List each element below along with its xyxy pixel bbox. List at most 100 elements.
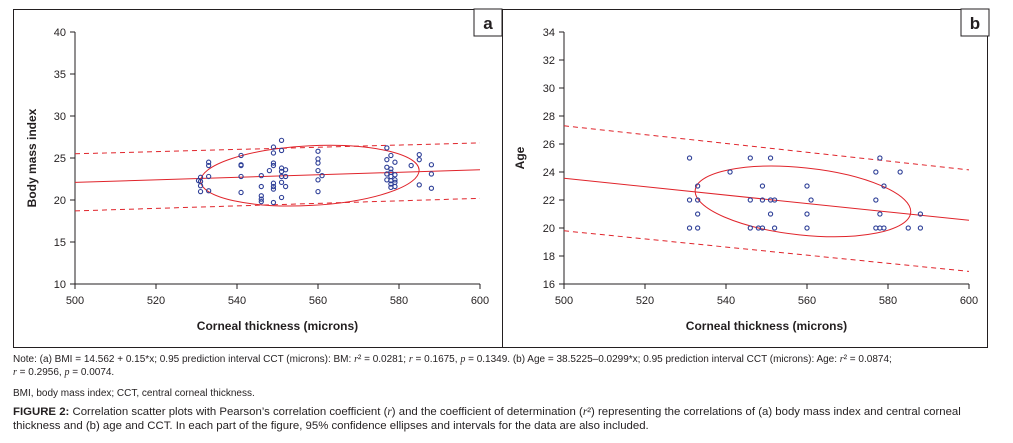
- x-tick-label: 500: [66, 295, 84, 307]
- data-point: [392, 183, 398, 190]
- y-tick-label: 40: [54, 27, 66, 39]
- y-tick-label: 20: [543, 223, 555, 235]
- data-point: [270, 144, 277, 150]
- panel-divider: [502, 9, 503, 348]
- caption-text: ²) representing the correlations of (a) …: [13, 406, 961, 432]
- data-point: [315, 188, 321, 195]
- data-point: [388, 166, 394, 172]
- note-text: = 0.1675,: [412, 354, 461, 365]
- abbreviations: BMI, body mass index; CCT, central corne…: [13, 388, 255, 399]
- regression-line: [563, 177, 970, 221]
- data-point: [319, 172, 325, 179]
- data-point: [205, 188, 212, 194]
- data-point: [416, 151, 422, 158]
- note-symbol: r: [13, 367, 17, 378]
- y-axis-title: Age: [513, 146, 527, 169]
- note-text: = 0.0074.: [69, 367, 115, 378]
- data-point: [278, 179, 285, 186]
- y-tick-label: 20: [54, 195, 66, 207]
- data-point: [258, 172, 264, 179]
- note-symbol: r: [354, 354, 358, 365]
- data-point: [881, 225, 887, 231]
- note-symbol: r: [839, 354, 844, 365]
- data-point: [416, 182, 422, 188]
- data-point: [270, 199, 277, 206]
- x-tick-label: 580: [879, 295, 897, 307]
- chart-panel-a: 10 15 20 25 30 35 40 500 520 540 560 580 600 Corneal …: [25, 8, 503, 333]
- x-axis-title: Corneal thickness (microns): [197, 319, 358, 333]
- y-tick-label: 30: [543, 83, 555, 95]
- data-point: [694, 183, 701, 189]
- data-point: [205, 159, 212, 165]
- data-point: [767, 211, 774, 217]
- figure-note: Note: (a) BMI = 14.562 + 0.15*x; 0.95 pr…: [13, 353, 993, 379]
- y-tick-label: 25: [54, 153, 66, 165]
- data-point: [205, 162, 212, 169]
- lower-prediction-interval: [74, 197, 481, 212]
- data-point: [808, 197, 814, 203]
- y-tick-label: 32: [543, 55, 555, 67]
- data-point: [428, 171, 435, 177]
- x-tick-label: 520: [147, 295, 165, 307]
- y-tick-label: 18: [543, 251, 555, 263]
- data-point: [384, 157, 390, 163]
- data-point: [270, 180, 277, 186]
- data-point: [258, 196, 264, 202]
- data-point: [315, 148, 321, 154]
- data-point: [258, 193, 264, 199]
- y-tick-label: 28: [543, 111, 555, 123]
- data-point: [205, 173, 212, 180]
- data-point: [759, 183, 766, 189]
- data-point: [270, 183, 277, 190]
- data-point: [384, 177, 390, 183]
- y-tick-label: 35: [54, 69, 66, 81]
- data-point: [195, 178, 202, 184]
- y-tick-label: 34: [543, 27, 555, 39]
- data-point: [747, 225, 753, 231]
- data-point: [428, 162, 435, 168]
- y-tick-label: 22: [543, 195, 555, 207]
- data-point: [278, 194, 285, 201]
- data-point: [278, 137, 285, 144]
- data-point: [408, 162, 414, 169]
- caption-symbol: r: [582, 406, 588, 418]
- data-point: [392, 159, 398, 165]
- y-tick-label: 10: [54, 279, 66, 291]
- data-point: [881, 183, 887, 189]
- x-tick-label: 560: [309, 295, 327, 307]
- note-text: = 0.2956,: [16, 367, 65, 378]
- y-tick-label: 16: [543, 279, 555, 291]
- data-point: [873, 197, 879, 203]
- note-symbol: p: [64, 367, 70, 378]
- data-point: [759, 225, 766, 231]
- data-point: [686, 155, 693, 161]
- data-point: [428, 185, 435, 191]
- y-tick-label: 15: [54, 237, 66, 249]
- data-point: [392, 177, 398, 183]
- note-text: ² = 0.0874;: [843, 354, 892, 365]
- data-point: [270, 150, 277, 156]
- confidence-ellipse: [694, 165, 912, 238]
- x-axis-title: Corneal thickness (microns): [686, 319, 847, 333]
- x-tick-label: 520: [636, 295, 654, 307]
- data-point: [804, 225, 810, 231]
- x-tick-label: 580: [390, 295, 408, 307]
- data-point: [694, 225, 701, 231]
- y-axis-title: Body mass index: [25, 108, 39, 207]
- data-point: [917, 225, 924, 231]
- data-point: [804, 211, 810, 217]
- upper-prediction-interval: [563, 125, 970, 171]
- data-point: [238, 152, 244, 159]
- data-point: [416, 157, 422, 163]
- note-symbol: r: [408, 354, 413, 365]
- data-point: [767, 155, 774, 161]
- data-point: [694, 211, 701, 217]
- data-point: [266, 167, 273, 174]
- data-point: [258, 199, 264, 205]
- data-point: [282, 167, 289, 173]
- data-point: [197, 188, 204, 195]
- figure-label: FIGURE 2:: [13, 406, 70, 418]
- note-text: ² = 0.0281;: [357, 354, 409, 365]
- note-text: = 0.1349. (b) Age = 38.5225–0.0299*x; 0.…: [465, 354, 840, 365]
- x-tick-label: 600: [471, 295, 489, 307]
